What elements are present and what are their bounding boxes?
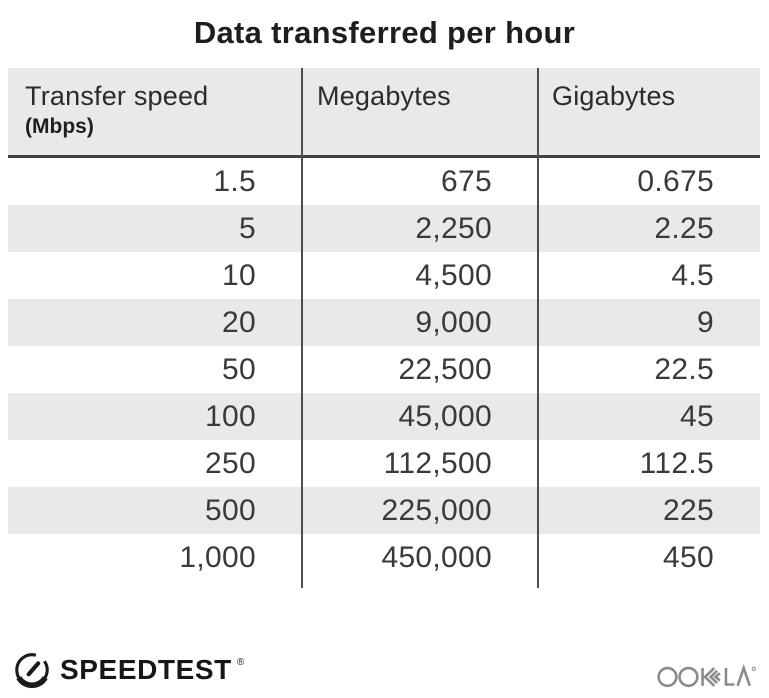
data-table: Transfer speed (Mbps) Megabytes Gigabyte… <box>8 68 760 588</box>
cell: 450,000 <box>381 541 492 574</box>
column-divider <box>537 68 539 588</box>
column-header-label: Transfer speed <box>25 81 209 111</box>
table-row: 10 4,500 4.5 <box>8 252 760 299</box>
table-row: 1,000 450,000 450 <box>8 534 760 581</box>
cell: 0.675 <box>637 165 714 198</box>
registered-trademark-icon: ® <box>236 657 245 668</box>
cell: 4.5 <box>671 259 714 292</box>
cell: 5 <box>239 212 256 245</box>
cell: 2,250 <box>415 212 492 245</box>
table-row: 20 9,000 9 <box>8 299 760 346</box>
cell: 9 <box>697 306 714 339</box>
cell: 1,000 <box>179 541 256 574</box>
cell: 112,500 <box>383 447 492 480</box>
column-header-label: Megabytes <box>317 81 451 111</box>
table-row: 50 22,500 22.5 <box>8 346 760 393</box>
column-header-transfer-speed: Transfer speed (Mbps) <box>8 68 302 155</box>
cell: 450 <box>663 541 714 574</box>
cell: 225 <box>663 494 714 527</box>
cell: 500 <box>205 494 256 527</box>
table-row: 5 2,250 2.25 <box>8 205 760 252</box>
column-divider <box>301 68 303 588</box>
cell: 9,000 <box>415 306 492 339</box>
ookla-logo <box>657 663 757 695</box>
table-row: 100 45,000 45 <box>8 393 760 440</box>
table-row: 250 112,500 112.5 <box>8 440 760 487</box>
speedtest-gauge-icon <box>15 653 49 689</box>
speedtest-logo: SPEEDTEST ® <box>13 651 244 689</box>
table-row: 500 225,000 225 <box>8 487 760 534</box>
cell: 2.25 <box>654 212 714 245</box>
ookla-wordmark-icon <box>657 664 756 688</box>
table-header: Transfer speed (Mbps) Megabytes Gigabyte… <box>8 68 760 158</box>
cell: 225,000 <box>381 494 492 527</box>
cell: 100 <box>205 400 256 433</box>
cell: 250 <box>205 447 256 480</box>
cell: 20 <box>222 306 256 339</box>
column-header-megabytes: Megabytes <box>302 68 538 155</box>
cell: 45 <box>680 400 714 433</box>
column-header-gigabytes: Gigabytes <box>538 68 760 155</box>
page-title: Data transferred per hour <box>193 15 576 50</box>
cell: 50 <box>222 353 256 386</box>
cell: 675 <box>441 165 492 198</box>
table-row: 1.5 675 0.675 <box>8 158 760 205</box>
cell: 45,000 <box>398 400 492 433</box>
cell: 4,500 <box>415 259 492 292</box>
cell: 1.5 <box>213 165 256 198</box>
speedtest-wordmark: SPEEDTEST <box>60 654 232 685</box>
column-header-label: Gigabytes <box>552 81 676 111</box>
table-body: 1.5 675 0.675 5 2,250 2.25 10 4,500 4.5 20 9,000 9 5… <box>8 158 760 581</box>
cell: 22.5 <box>654 353 714 386</box>
cell: 22,500 <box>398 353 492 386</box>
column-header-unit: (Mbps) <box>25 115 94 138</box>
cell: 112.5 <box>639 447 714 480</box>
cell: 10 <box>222 259 256 292</box>
